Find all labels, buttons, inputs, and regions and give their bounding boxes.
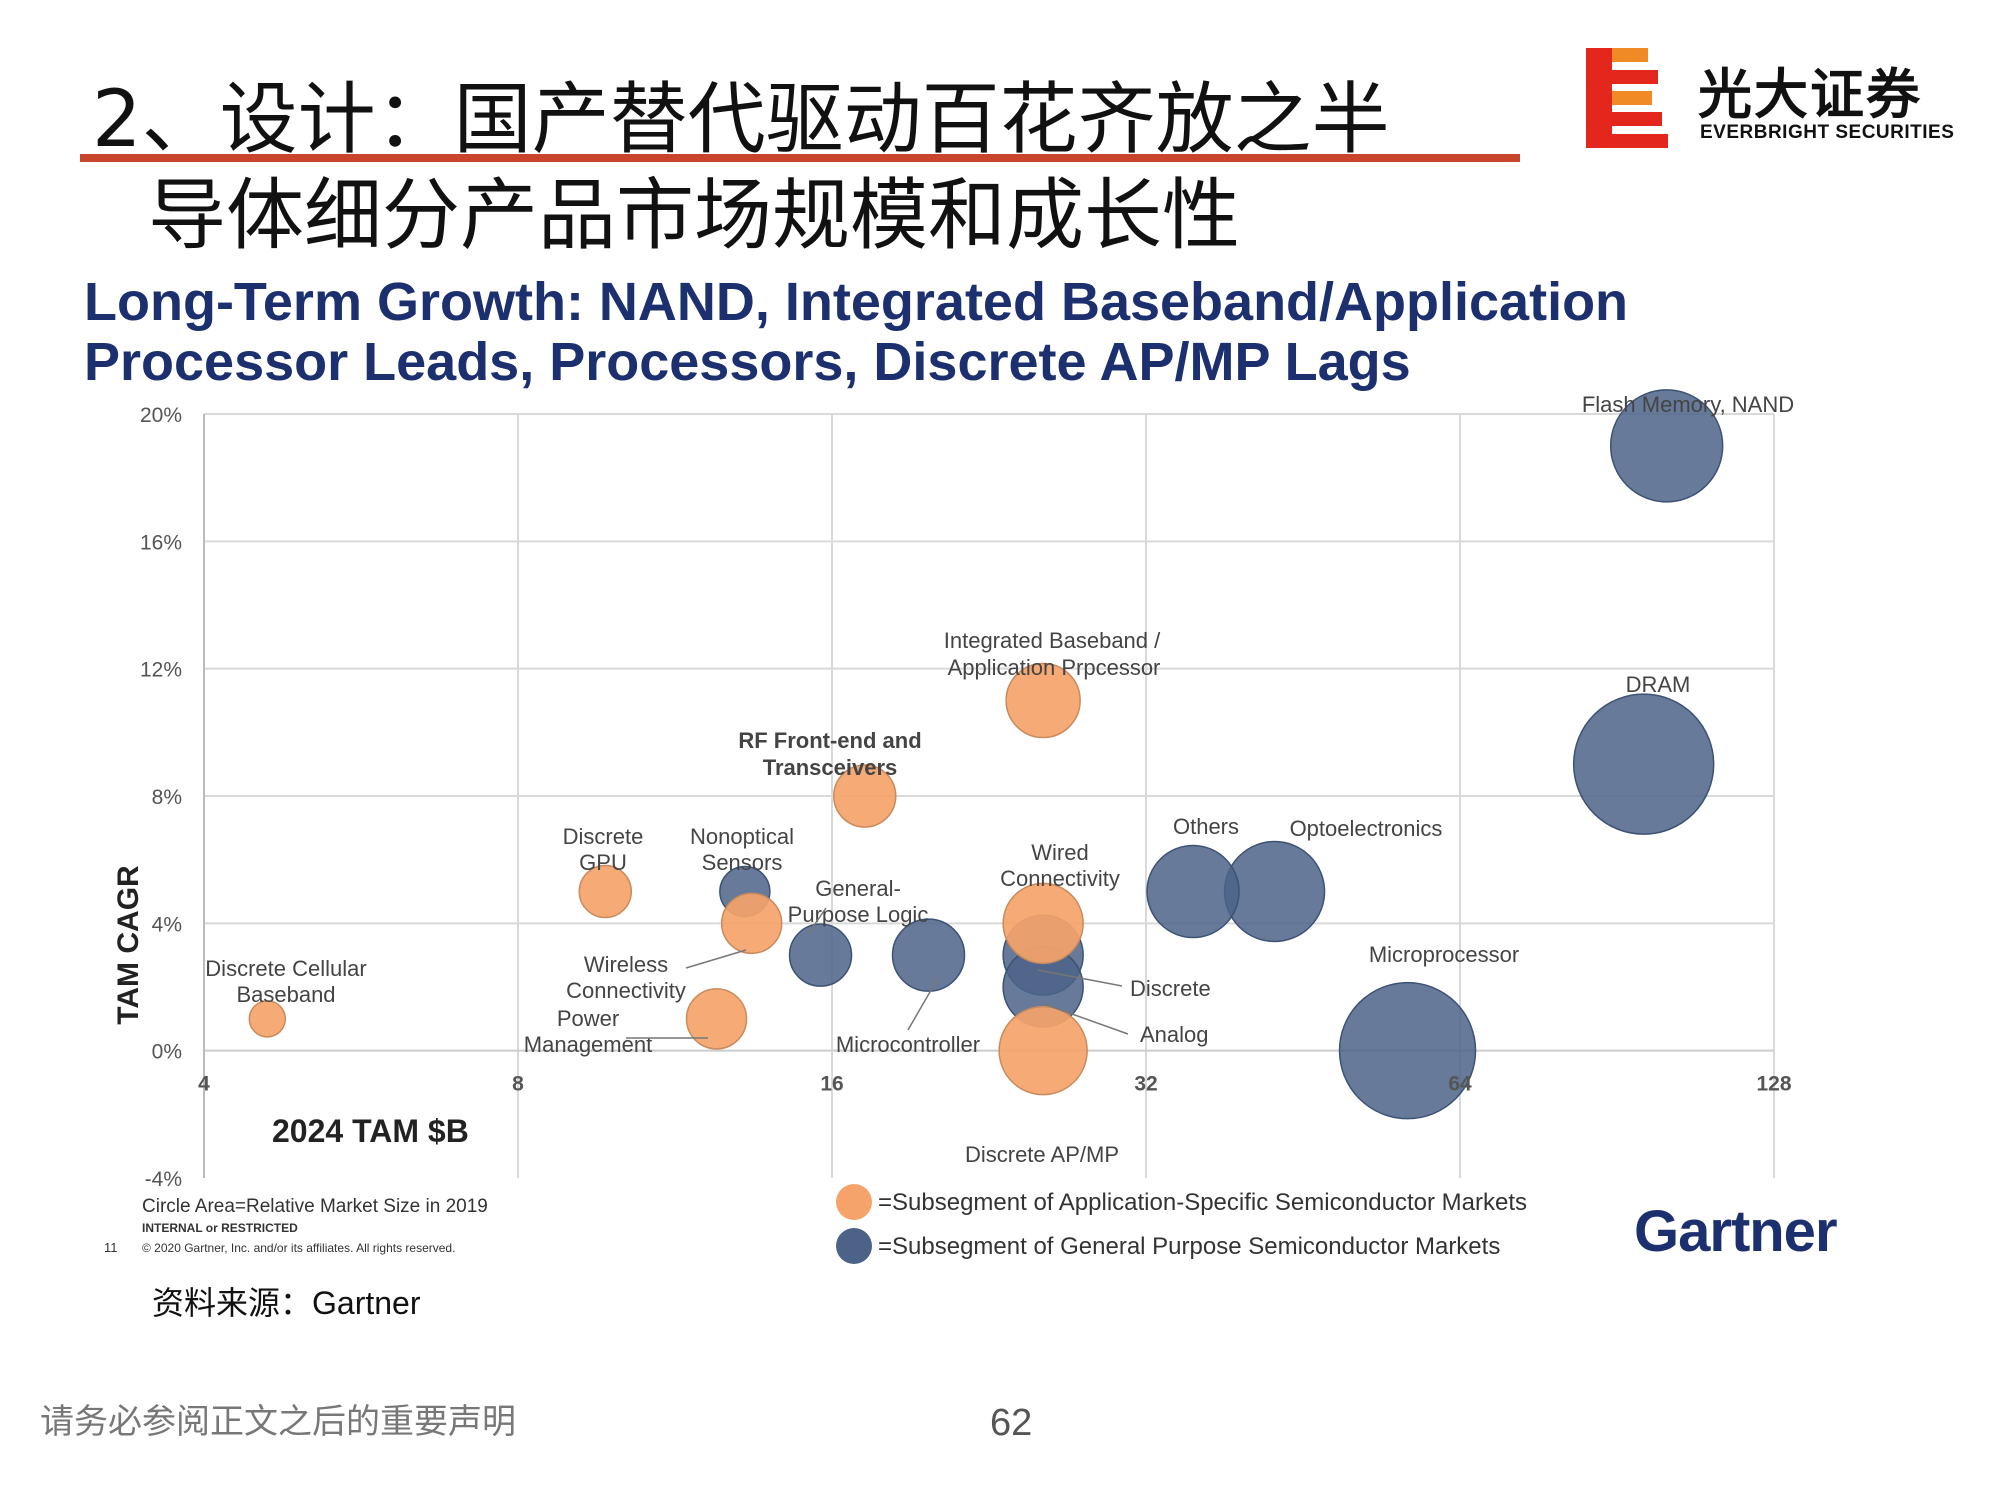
bubble-label: Optoelectronics <box>1290 816 1443 841</box>
leader-line <box>685 949 747 969</box>
footnote-copyright: © 2020 Gartner, Inc. and/or its affiliat… <box>142 1241 455 1255</box>
x-tick-label: 8 <box>512 1073 524 1096</box>
leader-line <box>807 907 827 935</box>
bubble-label: Wired Connectivity <box>1000 840 1120 891</box>
legend-swatch-asic <box>836 1184 872 1220</box>
source-note: 资料来源：Gartner <box>152 1285 421 1321</box>
bubble-wired-connectivity <box>1002 882 1084 965</box>
slide-title: 2、设计：国产替代驱动百花齐放之半 <box>92 75 1390 165</box>
bubble-microprocessor <box>1338 981 1477 1120</box>
leader-line <box>1043 1003 1129 1035</box>
title-rule <box>80 154 1520 162</box>
y-tick-label: 20% <box>140 404 182 427</box>
leader-line <box>907 977 939 1031</box>
bubble-wireless-connectivity <box>720 892 783 955</box>
disclaimer: 请务必参阅正文之后的重要声明 <box>40 1403 516 1441</box>
bubble-integrated-baseband-application-prpcessor <box>1005 662 1081 739</box>
y-tick-label: 4% <box>152 913 182 936</box>
bubble-discrete-ap-mp <box>998 1005 1088 1096</box>
y-tick-label: -4% <box>145 1168 182 1191</box>
size-note: Circle Area=Relative Market Size in 2019 <box>142 1196 488 1217</box>
bubble-label: Discrete Cellular Baseband <box>205 956 366 1007</box>
logo-english-text: EVERBRIGHT SECURITIES <box>1700 122 1955 143</box>
bubble-label: Power Management <box>524 1006 652 1057</box>
bubble-label: Nonoptical Sensors <box>690 824 794 875</box>
x-tick-label: 32 <box>1134 1073 1157 1096</box>
bubble-discrete-cellular-baseband <box>248 1000 287 1038</box>
bubble-label: RF Front-end and Transceivers <box>738 728 921 780</box>
gartner-logo: Gartner <box>1634 1199 1838 1264</box>
everbright-logo-icon <box>1586 48 1668 148</box>
bubble-discrete-gpu <box>578 864 633 919</box>
logo-chinese-text: 光大证券 <box>1698 63 1922 126</box>
page-number: 62 <box>990 1402 1033 1444</box>
bubble-label: Microprocessor <box>1369 942 1519 967</box>
bubble-flash-memory-nand <box>1609 389 1724 503</box>
x-tick-label: 64 <box>1448 1073 1472 1096</box>
y-axis-title: TAM CAGR <box>112 865 145 1025</box>
bubble-dram <box>1572 693 1715 835</box>
y-tick-label: 8% <box>152 786 182 809</box>
x-tick-label: 16 <box>820 1073 843 1096</box>
x-tick-label: 128 <box>1756 1073 1791 1096</box>
y-tick-label: 12% <box>140 659 182 682</box>
legend-label-asic: =Subsegment of Application-Specific Semi… <box>878 1189 1527 1216</box>
y-tick-label: 0% <box>152 1041 182 1064</box>
x-tick-label: 4 <box>198 1073 210 1096</box>
leader-line <box>1037 969 1123 987</box>
bubble-label: Microcontroller <box>836 1032 980 1057</box>
bubble-label: Integrated Baseband / Application Prpcess… <box>944 628 1161 680</box>
bubble-label: Others <box>1173 814 1239 839</box>
bubble-label: Wireless Connectivity <box>566 952 686 1003</box>
bubble-label: General-Purpose Logic <box>788 876 929 927</box>
bubble-microcontroller <box>891 918 966 992</box>
bubble-general-purpose-logic <box>788 923 853 987</box>
company-logo: 光大证券 EVERBRIGHT SECURITIES <box>1586 48 1954 148</box>
bubble-label: Flash Memory, NAND <box>1582 392 1794 417</box>
bubble-label: Analog <box>1140 1022 1209 1047</box>
chart-title: Long-Term Growth: NAND, Integrated Baseb… <box>84 272 1629 392</box>
bubble-rf-front-end-and-transceivers <box>833 764 897 828</box>
bubble-label: Discrete GPU <box>563 824 644 875</box>
legend-label-general: =Subsegment of General Purpose Semicondu… <box>878 1233 1500 1260</box>
slide-subtitle: 导体细分产品市场规模和成长性 <box>148 171 1241 261</box>
bubble-label: Discrete <box>1130 976 1211 1001</box>
y-tick-label: 16% <box>140 531 182 554</box>
bubble-label: DRAM <box>1626 672 1691 697</box>
bubble-label: Discrete AP/MP <box>965 1142 1119 1167</box>
bubble-others <box>1146 844 1240 939</box>
footnote-number: 11 <box>104 1240 118 1255</box>
bubble-power-management <box>685 988 748 1050</box>
legend-swatch-general <box>836 1228 872 1264</box>
x-axis-title: 2024 TAM $B <box>272 1113 469 1149</box>
footnote-restricted: INTERNAL or RESTRICTED <box>142 1221 298 1235</box>
bubble-chart: -4% 0% 4% 8% 12% 16% 20% 4 8 16 32 64 128 Flash Memor… <box>104 389 1794 1264</box>
